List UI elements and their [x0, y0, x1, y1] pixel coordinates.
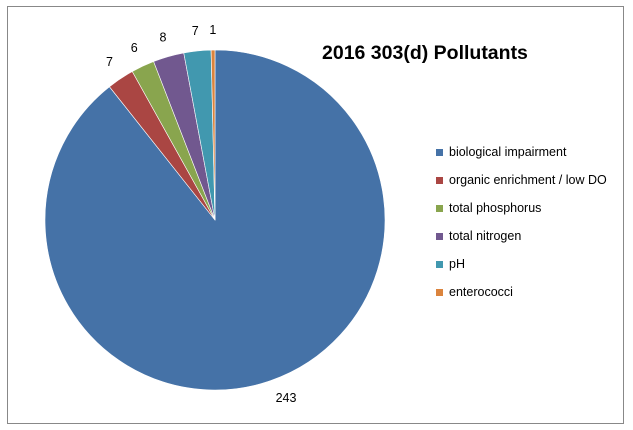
- data-label-2: 7: [106, 55, 113, 69]
- legend-item: pH: [436, 257, 465, 271]
- legend-label: biological impairment: [449, 145, 567, 159]
- legend-swatch: [436, 176, 443, 184]
- legend-label: total nitrogen: [449, 229, 522, 243]
- chart-title: 2016 303(d) Pollutants: [322, 42, 528, 64]
- legend-item: enterococci: [436, 285, 513, 299]
- legend-item: biological impairment: [436, 145, 566, 159]
- legend-label: enterococci: [449, 285, 513, 299]
- legend-item: total nitrogen: [436, 229, 521, 243]
- legend-label: total phosphorus: [449, 201, 542, 215]
- legend-swatch: [436, 148, 443, 156]
- data-label-4: 8: [160, 30, 167, 44]
- legend-swatch: [436, 204, 443, 212]
- legend-swatch: [436, 260, 443, 268]
- data-label-5: 7: [192, 24, 199, 38]
- legend-item: total phosphorus: [436, 201, 541, 215]
- data-label-3: 6: [131, 41, 138, 55]
- legend-swatch: [436, 288, 443, 296]
- legend-item: organic enrichment / low DO: [436, 173, 607, 187]
- pie-slice-enterococci: [210, 49, 216, 221]
- legend-label: organic enrichment / low DO: [449, 173, 607, 187]
- data-label-1: 243: [276, 391, 297, 405]
- legend-label: pH: [449, 257, 465, 271]
- data-label-6: 1: [209, 23, 216, 37]
- legend-swatch: [436, 232, 443, 240]
